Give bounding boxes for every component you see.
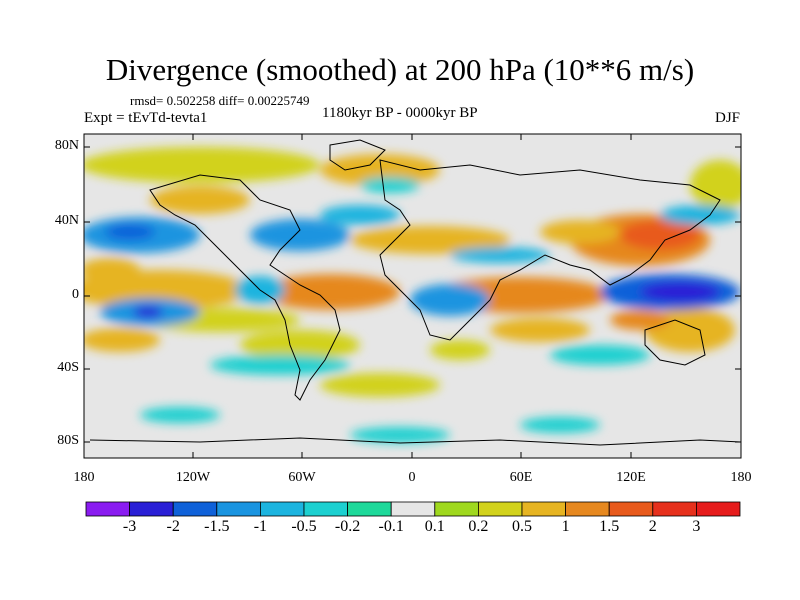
colorbar-label: -0.2 xyxy=(334,518,361,535)
axis-ticks xyxy=(83,134,742,458)
colorbar-label: -1.5 xyxy=(204,518,230,535)
longitude-label: 60W xyxy=(288,470,316,485)
colorbar-label: -1 xyxy=(253,518,268,535)
latitude-label: 0 xyxy=(72,287,79,302)
colorbar-swatch xyxy=(696,501,741,517)
longitude-label: 180 xyxy=(73,470,95,485)
stats-text: rmsd= 0.502258 diff= 0.00225749 xyxy=(130,93,310,108)
colorbar-swatch xyxy=(303,501,348,517)
longitude-label: 60E xyxy=(509,470,533,485)
colorbar-label: 0.5 xyxy=(512,518,532,535)
colorbar-label: 2 xyxy=(648,518,657,535)
colorbar-swatch xyxy=(434,501,479,517)
colorbar-label: -2 xyxy=(166,518,180,535)
colorbar xyxy=(85,501,741,517)
colorbar-label: 0.2 xyxy=(468,518,489,535)
colorbar-swatch xyxy=(129,501,174,517)
colorbar-swatch xyxy=(521,501,566,517)
colorbar-swatch xyxy=(565,501,610,517)
colorbar-swatch xyxy=(390,501,436,517)
colorbar-label: -0.1 xyxy=(378,518,404,535)
colorbar-swatch xyxy=(216,501,261,517)
colorbar-label: 1 xyxy=(561,518,570,535)
coastlines xyxy=(89,139,741,446)
colorbar-label: 1.5 xyxy=(599,518,620,535)
colorbar-label: 0.1 xyxy=(424,518,445,535)
colorbar-swatch xyxy=(259,501,305,517)
latitude-label: 40N xyxy=(54,213,79,228)
divergence-field xyxy=(84,147,741,443)
season-label: DJF xyxy=(714,110,740,126)
latitude-label: 80S xyxy=(57,433,79,448)
latitude-label: 80N xyxy=(54,138,79,153)
colorbar-label: 3 xyxy=(692,518,701,535)
longitude-label: 120E xyxy=(616,470,646,485)
colorbar-swatch xyxy=(477,501,523,517)
longitude-label: 120W xyxy=(175,470,211,485)
chart-title: Divergence (smoothed) at 200 hPa (10**6 … xyxy=(105,52,695,87)
longitude-label: 0 xyxy=(408,470,416,485)
colorbar-swatch xyxy=(85,501,130,517)
longitude-label: 180 xyxy=(730,470,752,485)
colorbar-swatch xyxy=(608,501,654,517)
colorbar-swatch xyxy=(652,501,697,517)
colorbar-label: -0.5 xyxy=(291,518,317,535)
latitude-label: 40S xyxy=(57,360,79,375)
colorbar-label: -3 xyxy=(122,518,137,535)
colorbar-swatch xyxy=(347,501,392,517)
experiment-label: Expt = tEvTd-tevta1 xyxy=(84,110,208,126)
period-label: 1180kyr BP - 0000kyr BP xyxy=(322,105,478,121)
colorbar-swatch xyxy=(172,501,218,517)
